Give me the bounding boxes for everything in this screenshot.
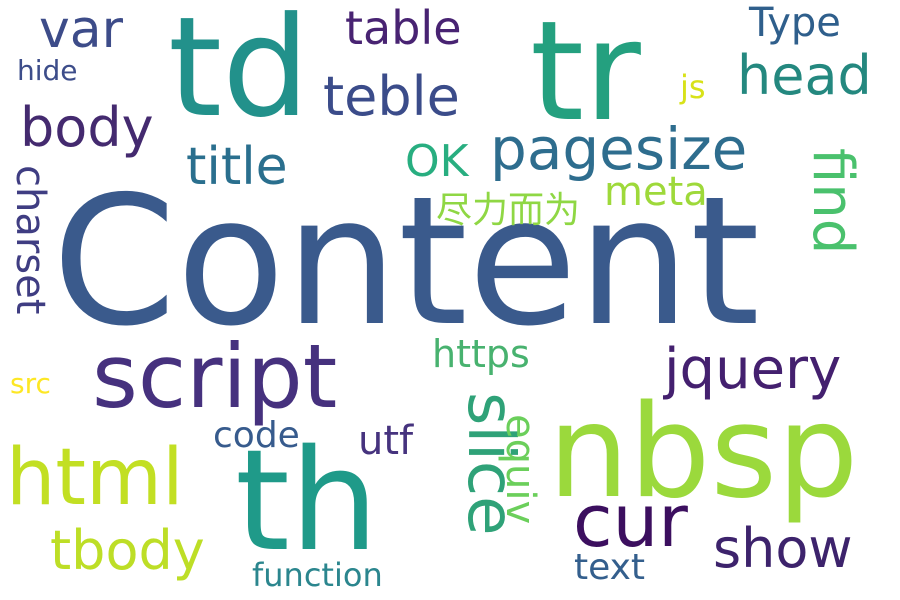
word-title: title bbox=[186, 137, 288, 197]
word-tr: tr bbox=[530, 0, 641, 152]
word-tbody: tbody bbox=[50, 519, 205, 582]
word-content: Content bbox=[52, 158, 760, 365]
word-body: body bbox=[20, 96, 154, 159]
word-equiv: equiv bbox=[497, 414, 543, 525]
word-text: text bbox=[574, 547, 646, 588]
word-cur: cur bbox=[573, 479, 688, 563]
word-charset: charset bbox=[7, 165, 53, 315]
word-var: var bbox=[39, 0, 124, 60]
word-td: td bbox=[168, 0, 310, 148]
word-https: https bbox=[432, 332, 530, 376]
word-table: table bbox=[345, 1, 462, 55]
word-hide: hide bbox=[17, 54, 78, 87]
word-function: function bbox=[252, 556, 383, 594]
word-zhi: 尽力而为 bbox=[436, 190, 581, 231]
word-ok: OK bbox=[405, 136, 469, 187]
word-html: html bbox=[6, 433, 184, 523]
word-show: show bbox=[713, 517, 853, 580]
word-meta: meta bbox=[604, 169, 708, 215]
word-head: head bbox=[737, 44, 872, 107]
word-src: src bbox=[10, 367, 51, 400]
word-th: th bbox=[235, 420, 379, 583]
word-pagesize: pagesize bbox=[490, 115, 748, 183]
word-code: code bbox=[213, 415, 300, 456]
word-jquery: jquery bbox=[664, 337, 842, 402]
word-script: script bbox=[92, 325, 338, 428]
word-nbsp: nbsp bbox=[548, 378, 859, 527]
word-find: find bbox=[800, 148, 865, 255]
word-teble: teble bbox=[323, 65, 460, 128]
word-utf: utf bbox=[358, 418, 414, 464]
word-type: Type bbox=[749, 0, 841, 46]
word-js: js bbox=[680, 68, 706, 106]
